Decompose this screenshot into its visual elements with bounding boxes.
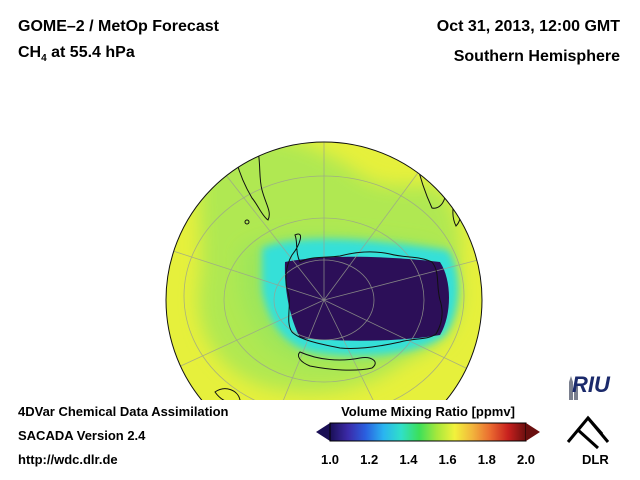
species-level: at 55.4 hPa <box>46 44 135 61</box>
species-subscript: 4 <box>41 53 47 65</box>
colorbar-gradient <box>329 422 527 442</box>
footer-version: SACADA Version 2.4 <box>18 428 146 443</box>
species-main: CH <box>18 44 42 61</box>
forecast-datetime: Oct 31, 2013, 12:00 GMT <box>436 18 620 35</box>
meridian-line <box>323 299 401 400</box>
footer-url: http://wdc.dlr.de <box>18 452 118 467</box>
meridian-line <box>221 169 325 301</box>
colorbar-title: Volume Mixing Ratio [ppmv] <box>341 404 515 419</box>
falkland-islands <box>244 219 250 225</box>
hemisphere-label: Southern Hemisphere <box>453 48 620 65</box>
dlr-logo-icon <box>566 415 610 450</box>
colorbar <box>316 422 540 442</box>
cathedral-icon <box>569 376 578 400</box>
meridian-line <box>259 299 325 400</box>
new-zealand-coastline <box>214 388 241 400</box>
colorbar-tick-label: 1.2 <box>360 452 379 467</box>
colorbar-tick-label: 1.8 <box>477 452 496 467</box>
colorbar-tick-label: 2.0 <box>516 452 536 467</box>
colorbar-overflow-arrow <box>526 423 540 441</box>
methane-depletion-core <box>284 256 449 341</box>
meridian-line <box>323 259 479 301</box>
meridian-line <box>323 299 471 371</box>
species-label: CH4 at 55.4 hPa <box>18 44 135 64</box>
footer-system-name: 4DVar Chemical Data Assimilation <box>18 404 229 419</box>
meridian-line <box>169 249 325 301</box>
meridian-line <box>171 299 325 371</box>
antarctica-coastline <box>285 233 443 349</box>
colorbar-tick-label: 1.4 <box>399 452 418 467</box>
globe-outline <box>165 141 483 400</box>
map-title: GOME–2 / MetOp Forecast <box>18 18 219 35</box>
colorbar-tick-label: 1.6 <box>438 452 457 467</box>
colorbar-tick-label: 1.0 <box>320 452 340 467</box>
hemisphere-globe-map <box>165 141 483 400</box>
dlr-logo-text: DLR <box>582 452 609 467</box>
colorbar-underflow-arrow <box>316 423 330 441</box>
riu-logo: RIU <box>572 372 610 397</box>
meridian-line <box>323 169 421 301</box>
ross-sea-coastline <box>297 351 376 371</box>
